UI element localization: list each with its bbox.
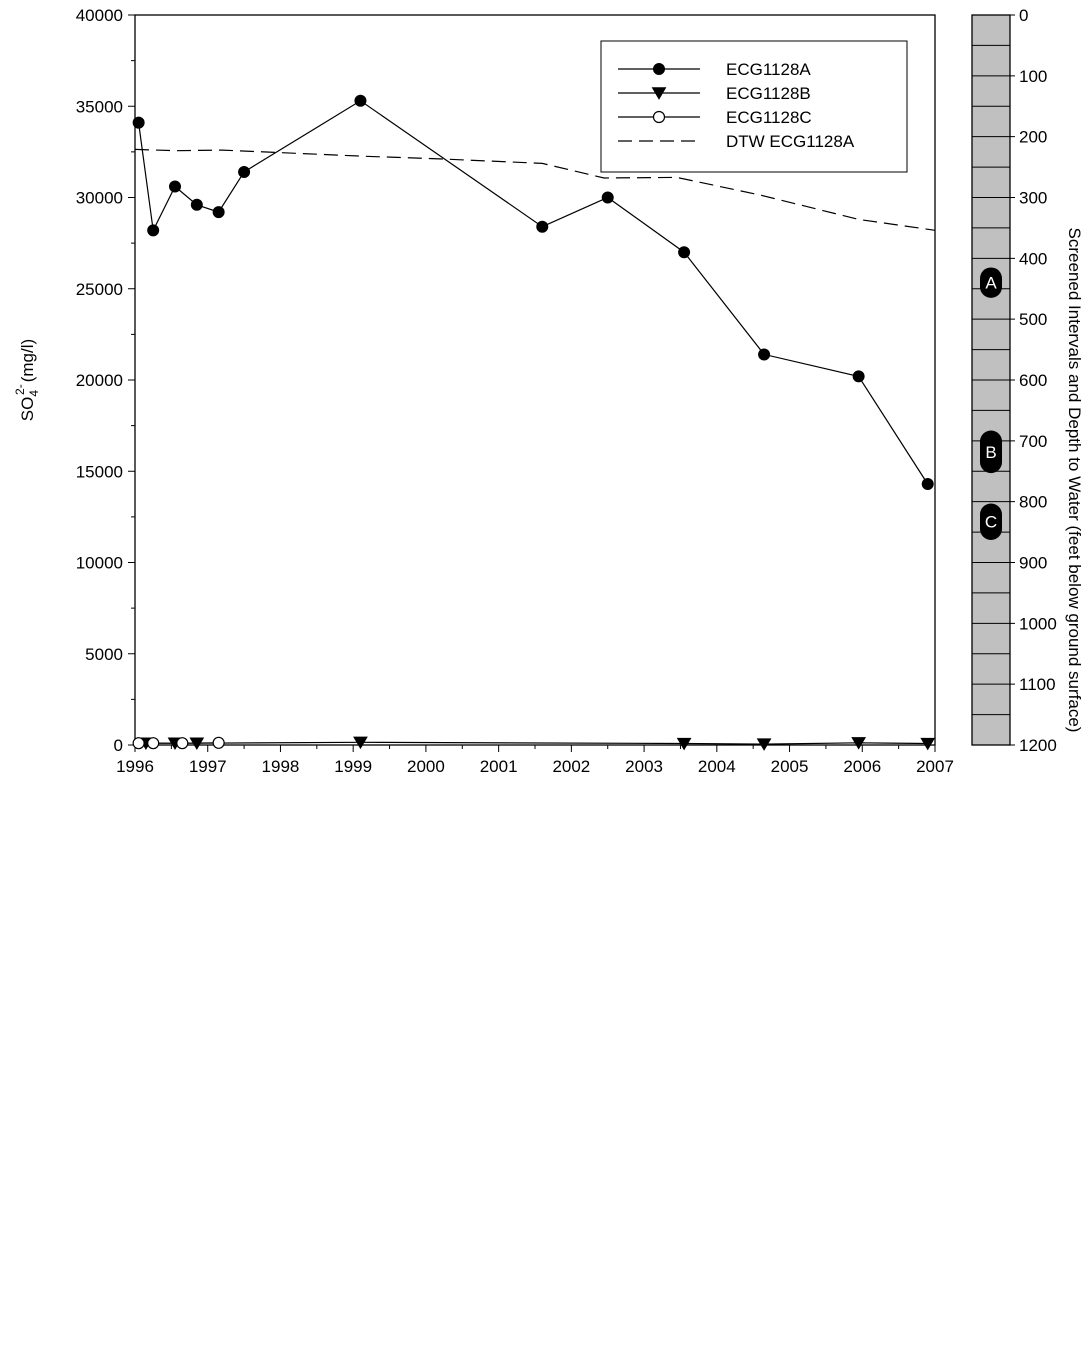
x-tick-label: 2005 (771, 757, 809, 776)
data-point (353, 736, 368, 750)
y-tick-label: 15000 (76, 462, 123, 481)
depth-tick-label: 500 (1019, 310, 1047, 329)
depth-tick-label: 900 (1019, 554, 1047, 573)
depth-tick-label: 100 (1019, 67, 1047, 86)
legend: ECG1128A ECG1128B ECG1128C DTW ECG1128A (600, 40, 908, 173)
x-tick-label: 2002 (552, 757, 590, 776)
y-axis-title-subscript: 4 (27, 390, 41, 397)
y-axis-title-unit: (mg/l) (18, 339, 37, 382)
data-point (920, 737, 936, 751)
x-tick-label: 1998 (262, 757, 300, 776)
depth-axis: 0 100 200 300 400 500 600 700 800 900 1000 1100 1200 (972, 6, 1057, 755)
legend-label: ECG1128C (726, 108, 812, 127)
depth-tick-label: 1200 (1019, 736, 1057, 755)
data-point (536, 220, 549, 233)
y-tick-label: 30000 (76, 189, 123, 208)
y-tick-label: 5000 (85, 645, 123, 664)
screened-interval-B (980, 430, 1002, 474)
x-tick-label: 2003 (625, 757, 663, 776)
legend-marker (652, 110, 666, 124)
depth-tick-label: 600 (1019, 371, 1047, 390)
data-point (132, 116, 145, 129)
data-point (132, 737, 145, 750)
data-point (147, 224, 160, 237)
depth-tick-label: 1100 (1019, 675, 1056, 694)
legend-label: DTW ECG1128A (726, 132, 855, 151)
data-point (676, 737, 692, 751)
y-tick-label: 25000 (76, 280, 123, 299)
depth-tick-label: 400 (1019, 249, 1047, 268)
x-tick-label: 2007 (916, 757, 954, 776)
data-point (851, 737, 867, 750)
screened-interval-C (980, 503, 1002, 540)
data-point (212, 206, 225, 219)
x-tick-label: 1997 (189, 757, 227, 776)
legend-box (600, 40, 908, 173)
depth-tick-label: 300 (1019, 189, 1047, 208)
depth-tick-label: 800 (1019, 493, 1047, 512)
x-tick-label: 1999 (334, 757, 372, 776)
x-tick-label: 2001 (480, 757, 518, 776)
x-tick-label: 1996 (116, 757, 154, 776)
x-axis: 1996 1997 1998 1999 2000 2001 2002 2003 2004 2005… (116, 745, 954, 776)
screened-interval-label: A (985, 274, 997, 293)
legend-marker (653, 63, 665, 75)
y-tick-label: 0 (114, 736, 123, 755)
depth-tick-label: 0 (1019, 6, 1028, 25)
y-tick-label: 40000 (76, 6, 123, 25)
data-point (921, 478, 934, 491)
legend-label: ECG1128A (726, 60, 811, 79)
data-point (190, 198, 203, 211)
screened-intervals: A B C (980, 267, 1002, 540)
series-line (134, 148, 936, 231)
legend-label: ECG1128B (726, 84, 811, 103)
x-tick-label: 2004 (698, 757, 736, 776)
data-point (852, 370, 865, 383)
depth-axis-title: Screened Intervals and Depth to Water (f… (1065, 228, 1084, 733)
data-point (758, 348, 771, 361)
data-point (756, 738, 772, 751)
x-tick-label: 2006 (843, 757, 881, 776)
data-point (176, 737, 189, 750)
series-layer (132, 94, 936, 751)
data-point (354, 94, 367, 107)
series-line (145, 741, 928, 745)
y-tick-label: 10000 (76, 554, 123, 573)
screened-interval-label: C (985, 513, 997, 532)
y-tick-label: 35000 (76, 97, 123, 116)
y-axis-title: SO42- (mg/l) (13, 339, 41, 421)
data-point (212, 736, 225, 749)
legend-marker (651, 87, 667, 100)
y-tick-label: 20000 (76, 371, 123, 390)
data-point (169, 180, 181, 193)
screened-interval-A (980, 267, 1002, 298)
depth-tick-label: 200 (1019, 128, 1047, 147)
depth-tick-label: 1000 (1019, 614, 1057, 633)
data-point (601, 191, 614, 204)
data-point (238, 165, 251, 178)
data-point (147, 737, 160, 750)
y-axis: 0 5000 10000 15000 20000 25000 30000 35000 40000 (76, 6, 135, 755)
data-point (678, 246, 691, 259)
depth-tick-label: 700 (1019, 432, 1047, 451)
y-axis-title-main: SO (18, 397, 37, 422)
svg-text:SO42-(mg/l): SO42- (mg/l) (13, 339, 41, 421)
y-axis-title-superscript: 2- (13, 384, 27, 395)
screened-interval-label: B (985, 443, 996, 462)
x-tick-label: 2000 (407, 757, 445, 776)
